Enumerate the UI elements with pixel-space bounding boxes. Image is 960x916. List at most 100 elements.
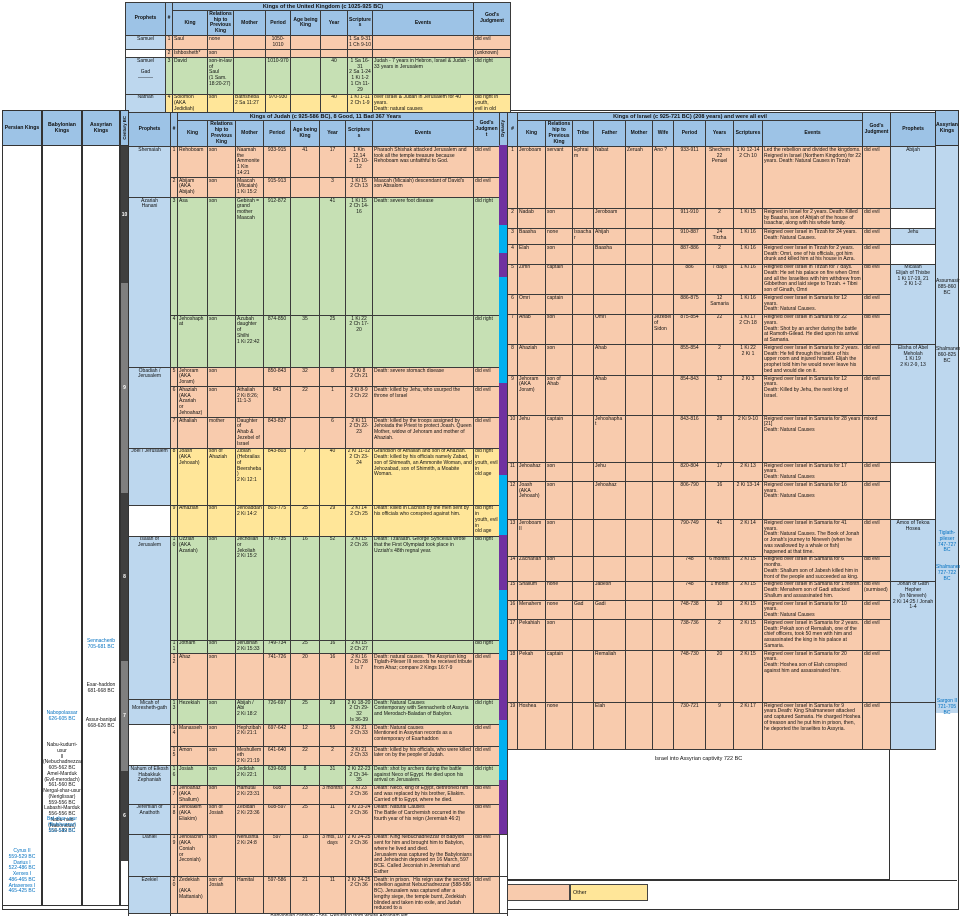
king-row: 3 Baasha none Issachar Ahijah 910-887 24 Tirzh… <box>507 228 937 246</box>
data-cell: none <box>545 600 573 621</box>
data-cell: Joash (AKA Jehoash) <box>177 447 208 506</box>
data-cell: Jehoram (AKA Joram) <box>517 375 546 417</box>
data-cell: 17 <box>705 462 734 483</box>
data-cell: 790-749 <box>673 519 706 557</box>
judgment-cell: did evil (surmised) <box>862 580 892 602</box>
judgment-cell: did evil <box>473 724 501 748</box>
column-header: Period <box>673 120 706 148</box>
data-cell: 2 Ki 9-10 <box>733 415 763 464</box>
data-cell: 738-736 <box>673 619 706 652</box>
dynasty-cell <box>499 803 509 835</box>
data-cell: Nehushta 2 Ki 24:8 <box>235 833 264 878</box>
king-row: 6 Omri captain 886-875 12 Samaria 1 Ki 16 Reig… <box>507 294 936 315</box>
data-cell: Jehoiachin (AKA Coniah or Jeconiah) <box>177 833 208 878</box>
data-cell: Uzziah (AKA Azariah) <box>177 535 208 641</box>
judgment-cell: mixed <box>862 415 892 464</box>
number-column-header: # <box>507 111 518 148</box>
data-cell: Death: severe stomach disease <box>371 367 475 388</box>
king-row: Ezekiel 20 Zedekiah (AKA Mattaniah) son of … <box>128 876 509 914</box>
data-cell <box>572 208 594 230</box>
prophet-cell: Joel / Jerusalem <box>128 447 171 506</box>
data-cell: 35 <box>290 315 320 369</box>
data-cell: 22 <box>705 313 734 346</box>
column-header: Assyrian Kings <box>83 111 119 146</box>
king-row: 6 Ahaziah (AKA Azariah or Jehoahaz) son Ath… <box>129 386 509 419</box>
data-cell: son <box>207 504 236 537</box>
judgment-cell: did evil <box>862 244 892 265</box>
judgment-cell: did evil <box>862 375 892 417</box>
note-row: Babylonian captivity - 586. Returning fr… <box>128 912 509 916</box>
data-cell: 2 Ki 15 <box>733 600 763 621</box>
data-cell: son of Josiah <box>207 876 236 914</box>
data-cell: Ahab <box>593 344 626 377</box>
row-number: 15 <box>170 746 178 767</box>
prophet-cell <box>890 462 937 521</box>
data-cell: son <box>207 639 236 655</box>
data-cell: Ahijah <box>593 228 626 246</box>
king-row: 2 Ishbosheth* son (unknown) <box>125 49 512 59</box>
data-cell <box>371 639 475 655</box>
row-number: 12 <box>170 653 178 701</box>
data-cell: Hezekiah <box>177 699 208 726</box>
data-cell: 2 Ki 13 <box>733 462 763 483</box>
number-column-header: # <box>165 1 173 37</box>
data-cell: Jehoahaz (AKA Shallum) <box>177 784 208 805</box>
data-cell <box>290 197 320 317</box>
data-cell: 748 <box>673 580 706 602</box>
prophet-cell: Jonah of Gath Hepher (in Nineveh) 2 Ki 1… <box>890 580 937 704</box>
column-body: Cyrus II 559-529 BC Darius I 522-486 BC … <box>3 146 41 907</box>
judgment-cell: did evil <box>473 35 512 51</box>
data-cell: Ahab <box>593 375 626 417</box>
data-cell: Reigned in Israel for 2 years. Death: Ki… <box>761 208 864 230</box>
king-entry: Assur-banipal 668-626 BC <box>85 717 117 729</box>
judgment-cell: did evil <box>862 263 892 296</box>
data-cell: Judah - 7 years in Hebron, Israel & Juda… <box>371 57 475 95</box>
data-cell: Elah <box>593 702 626 751</box>
data-cell: son of Ahaziah <box>207 447 236 506</box>
data-cell: 2 Ki 16 2 Ch 28 Is 7 <box>345 653 373 701</box>
data-cell: Death: shot by archers during the battle… <box>371 765 475 786</box>
century-segment: 8 <box>121 493 128 661</box>
data-cell: 641-640 <box>263 746 291 767</box>
legend-item: Other <box>570 884 648 901</box>
data-cell: Reigned over Israel in Tirzah for 2 year… <box>761 244 864 265</box>
row-number: 11 <box>170 639 178 655</box>
data-cell: Reigned over Israel in Samaria for 12 ye… <box>761 294 864 315</box>
row-number: 10 <box>507 415 518 464</box>
data-cell: Ahab <box>517 313 546 346</box>
data-cell: Jehoshapha t <box>593 415 626 464</box>
data-cell: Jehoaddan 2 Ki 14:2 <box>235 504 264 537</box>
king-entry: Cyrus II 559-529 BC Darius I 522-486 BC … <box>8 848 36 895</box>
judgment-cell: did evil <box>473 784 501 805</box>
column-header: Babylonian Kings <box>43 111 81 146</box>
judgment-cell: did evil <box>473 146 501 179</box>
prophet-cell: Samuel Gad ——— <box>125 57 166 95</box>
row-number: 14 <box>507 555 518 582</box>
data-cell: Reigned over Israel in Samaria for 41 ye… <box>761 519 864 557</box>
table-body: Shemaiah 1 Rehoboam son Naamah the Ammonite … <box>128 146 509 916</box>
table-header: Prophets # Kings of Judah (c 925-586 BC), … <box>128 111 509 148</box>
king-row: 12 Ahaz son 741-726 20 16 2 Ki 16 2 Ch 28 Is 7… <box>129 653 509 701</box>
column-header: Wife <box>652 120 674 148</box>
row-number: 4 <box>507 244 518 265</box>
row-number: 13 <box>507 519 518 557</box>
row-number: 4 <box>170 315 178 369</box>
data-cell <box>652 375 674 417</box>
table-body: 1 Jeroboam servant Ephraim Nabat Zeruah Ano ? 9… <box>507 146 937 751</box>
number-column-header: # <box>170 111 178 148</box>
data-cell <box>235 367 264 388</box>
data-cell <box>625 415 653 464</box>
prophet-cell: Jehu <box>890 228 937 246</box>
data-cell <box>652 555 674 582</box>
data-cell: 3 mts, 10 days <box>319 833 346 878</box>
row-number: 8 <box>170 447 178 506</box>
column-body: Nabopolassar 626-605 BC Nabu-kudurri-usur… <box>43 146 84 907</box>
row-number: 7 <box>507 313 518 346</box>
data-cell: 11 <box>319 803 346 835</box>
data-cell: Hamutal 2 Ki 23:31 <box>235 784 264 805</box>
data-cell: 806-790 <box>673 481 706 521</box>
king-row: 11 Jotham son Jerushah 2 Ki 15:33 749-734 25 1… <box>129 639 509 655</box>
row-number: 20 <box>170 876 178 914</box>
data-cell: none <box>545 580 573 602</box>
data-cell: Jehoshaphat <box>177 315 208 369</box>
